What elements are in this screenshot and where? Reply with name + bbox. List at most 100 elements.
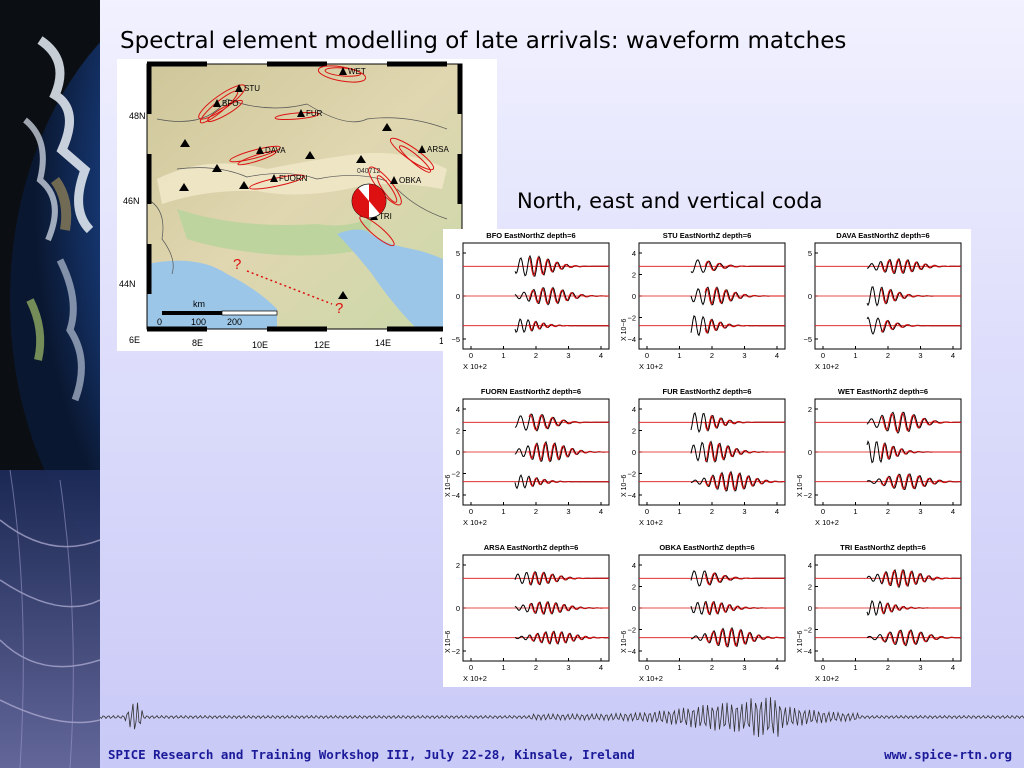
x-tick-label: 3 xyxy=(918,663,922,672)
station-marker: STU xyxy=(235,84,260,93)
y-tick-label: 2 xyxy=(632,271,636,280)
waveform-panel: ARSA EastNorthZ depth=6 2 0 −2X 10−6 0 1 2 3 4 X … xyxy=(445,543,610,683)
station-marker: FUR xyxy=(297,109,323,118)
uncertain-path xyxy=(246,270,333,305)
synthetic-trace xyxy=(880,319,961,333)
station-marker: WET xyxy=(339,67,366,76)
y-axis-label: X 10−6 xyxy=(797,631,804,653)
scale-tick: 100 xyxy=(191,317,206,327)
y-axis-label: X 10−6 xyxy=(445,631,452,653)
x-tick-label: 3 xyxy=(566,507,570,516)
x-tick-label: 0 xyxy=(645,507,649,516)
x-tick-label: 4 xyxy=(599,351,603,360)
x-tick-label: 1 xyxy=(501,351,505,360)
synthetic-trace xyxy=(704,601,785,616)
synthetic-trace xyxy=(880,442,961,460)
x-tick-label: 3 xyxy=(742,351,746,360)
x-tick-label: 2 xyxy=(710,507,714,516)
waveform-panel: DAVA EastNorthZ depth=6 5 0 −5 0 1 2 3 4 X 10+2 xyxy=(803,231,962,371)
synthetic-trace xyxy=(704,441,785,463)
x-axis-label: X 10+2 xyxy=(815,518,839,527)
synthetic-trace xyxy=(528,441,609,462)
x-tick-label: 3 xyxy=(566,663,570,672)
footer-seismogram-decoration xyxy=(100,697,1024,738)
waveform-panel: FUORN EastNorthZ depth=6 4 2 0 −2 −4X 10−6 0 1 2… xyxy=(445,387,610,527)
y-tick-label: 2 xyxy=(808,405,812,414)
x-tick-label: 1 xyxy=(853,351,857,360)
synthetic-trace xyxy=(528,630,609,645)
x-tick-label: 2 xyxy=(534,351,538,360)
y-tick-label: −2 xyxy=(803,626,812,635)
panel-title: FUORN EastNorthZ depth=6 xyxy=(481,387,581,396)
y-tick-label: 4 xyxy=(632,561,636,570)
x-tick-label: 0 xyxy=(469,663,473,672)
y-tick-label: −2 xyxy=(451,647,460,656)
question-mark-2: ? xyxy=(335,300,343,317)
y-tick-label: 5 xyxy=(456,249,460,258)
y-axis-label: X 10−6 xyxy=(445,475,452,497)
lon-label: 1 xyxy=(439,336,444,346)
x-tick-label: 2 xyxy=(534,507,538,516)
x-tick-label: 0 xyxy=(821,663,825,672)
panel-title: BFO EastNorthZ depth=6 xyxy=(486,231,575,240)
synthetic-trace xyxy=(880,258,961,274)
station-marker: ARSA xyxy=(418,145,449,154)
alps-station-map: STU BFO FUR WET DAVA ARSA FUORN OBKA TRI 040712 … xyxy=(117,59,497,351)
x-axis-label: X 10+2 xyxy=(463,518,487,527)
lon-label: 12E xyxy=(314,340,330,350)
adriatic-sea xyxy=(337,229,462,329)
x-tick-label: 2 xyxy=(710,663,714,672)
synthetic-trace xyxy=(704,318,785,334)
x-tick-label: 1 xyxy=(677,663,681,672)
y-axis-label: X 10−6 xyxy=(621,631,628,653)
y-tick-label: 0 xyxy=(456,448,460,457)
synthetic-trace xyxy=(528,601,609,615)
slide-subtitle: North, east and vertical coda xyxy=(517,189,823,213)
synthetic-trace xyxy=(528,572,609,586)
station-label: ARSA xyxy=(427,145,449,154)
y-tick-label: 2 xyxy=(808,583,812,592)
y-tick-label: 4 xyxy=(632,405,636,414)
panel-title: STU EastNorthZ depth=6 xyxy=(663,231,752,240)
lat-label: 44N xyxy=(119,279,136,289)
x-tick-label: 4 xyxy=(951,663,955,672)
synthetic-trace xyxy=(528,320,609,332)
y-tick-label: 4 xyxy=(632,249,636,258)
y-tick-label: 2 xyxy=(632,427,636,436)
panel-title: FUR EastNorthZ depth=6 xyxy=(663,387,752,396)
synthetic-trace xyxy=(880,629,961,646)
waveform-panel: TRI EastNorthZ depth=6 4 2 0 −2 −4X 10−6 0 1 2 3 4… xyxy=(797,543,962,683)
waveform-panel: OBKA EastNorthZ depth=6 4 2 0 −2 −4X 10−6 0 1 2 3… xyxy=(621,543,786,683)
y-tick-label: 0 xyxy=(456,604,460,613)
station-label: WET xyxy=(348,67,366,76)
y-tick-label: −5 xyxy=(803,335,812,344)
y-tick-label: −4 xyxy=(451,491,460,500)
lon-label: 14E xyxy=(375,338,391,348)
y-tick-label: −2 xyxy=(451,470,460,479)
footer-website-link[interactable]: www.spice-rtn.org xyxy=(884,747,1012,762)
y-tick-label: 0 xyxy=(456,292,460,301)
synthetic-trace xyxy=(704,415,785,431)
x-tick-label: 4 xyxy=(599,507,603,516)
x-tick-label: 3 xyxy=(918,507,922,516)
waveform-panel: WET EastNorthZ depth=6 2 0 −2X 10−6 0 1 2 3 4 X 1… xyxy=(797,387,962,527)
y-tick-label: 4 xyxy=(808,561,812,570)
y-tick-label: 4 xyxy=(456,405,460,414)
station-label: TRI xyxy=(379,212,392,221)
synthetic-trace xyxy=(528,477,609,487)
x-axis-label: X 10+2 xyxy=(463,362,487,371)
x-tick-label: 1 xyxy=(501,663,505,672)
x-tick-label: 3 xyxy=(566,351,570,360)
station-marker: FUORN xyxy=(270,174,308,183)
station-label: DAVA xyxy=(265,146,286,155)
x-axis-label: X 10+2 xyxy=(639,674,663,683)
y-tick-label: −2 xyxy=(803,491,812,500)
scale-unit: km xyxy=(193,299,205,309)
station-marker: OBKA xyxy=(390,176,422,185)
station-marker: DAVA xyxy=(256,146,286,155)
y-tick-label: 0 xyxy=(808,448,812,457)
x-tick-label: 1 xyxy=(853,663,857,672)
x-tick-label: 2 xyxy=(886,351,890,360)
scale-tick: 0 xyxy=(157,317,162,327)
globe-sidebar-image xyxy=(0,0,100,768)
